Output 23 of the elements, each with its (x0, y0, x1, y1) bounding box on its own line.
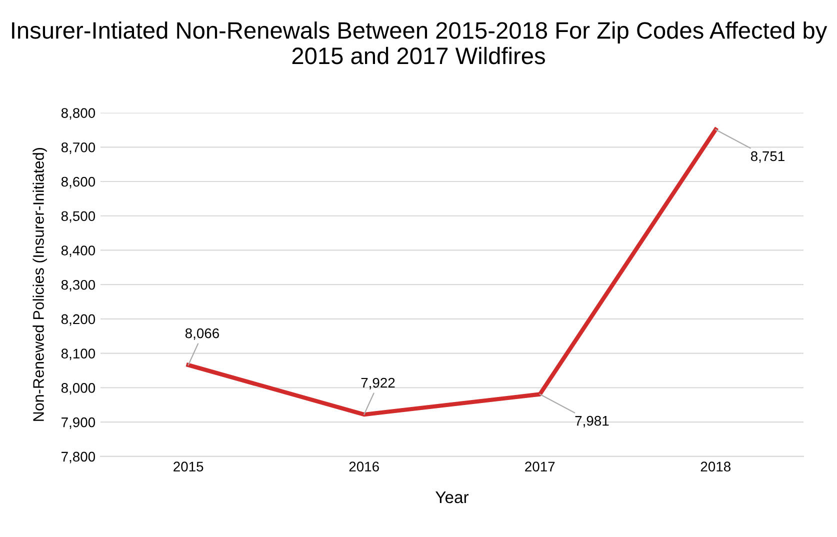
data-label: 7,922 (361, 378, 395, 390)
y-tick-label: 8,500 (61, 211, 96, 223)
y-tick-label: 7,800 (62, 452, 96, 464)
x-axis-title: Year (436, 492, 469, 504)
chart-title: Insurer-Intiated Non-Renewals Between 2015-2018 For Zip Codes Affected by 2015 and 2017 Wildfires (12, 21, 828, 64)
x-tick-label: 2018 (700, 462, 730, 472)
y-tick-label: 8,200 (61, 314, 96, 326)
x-tick-label: 2015 (174, 462, 204, 472)
data-label: 8,751 (750, 151, 784, 163)
x-tick-label: 2017 (525, 462, 555, 472)
data-label: 8,066 (185, 328, 219, 340)
y-axis-title: Non-Renewed Policies (Insurer-Initiated) (32, 148, 47, 421)
y-tick-label: 8,700 (61, 142, 96, 154)
y-tick-label: 8,400 (61, 246, 96, 258)
y-tick-label: 8,600 (61, 176, 96, 188)
y-tick-label: 8,100 (61, 348, 96, 360)
y-tick-label: 8,000 (61, 383, 96, 395)
y-tick-label: 8,800 (61, 108, 96, 120)
line-series (186, 128, 718, 417)
y-tick-label: 8,300 (61, 280, 96, 292)
data-label: 7,981 (575, 416, 609, 428)
y-tick-label: 7,900 (62, 417, 96, 429)
x-tick-label: 2016 (349, 462, 379, 472)
